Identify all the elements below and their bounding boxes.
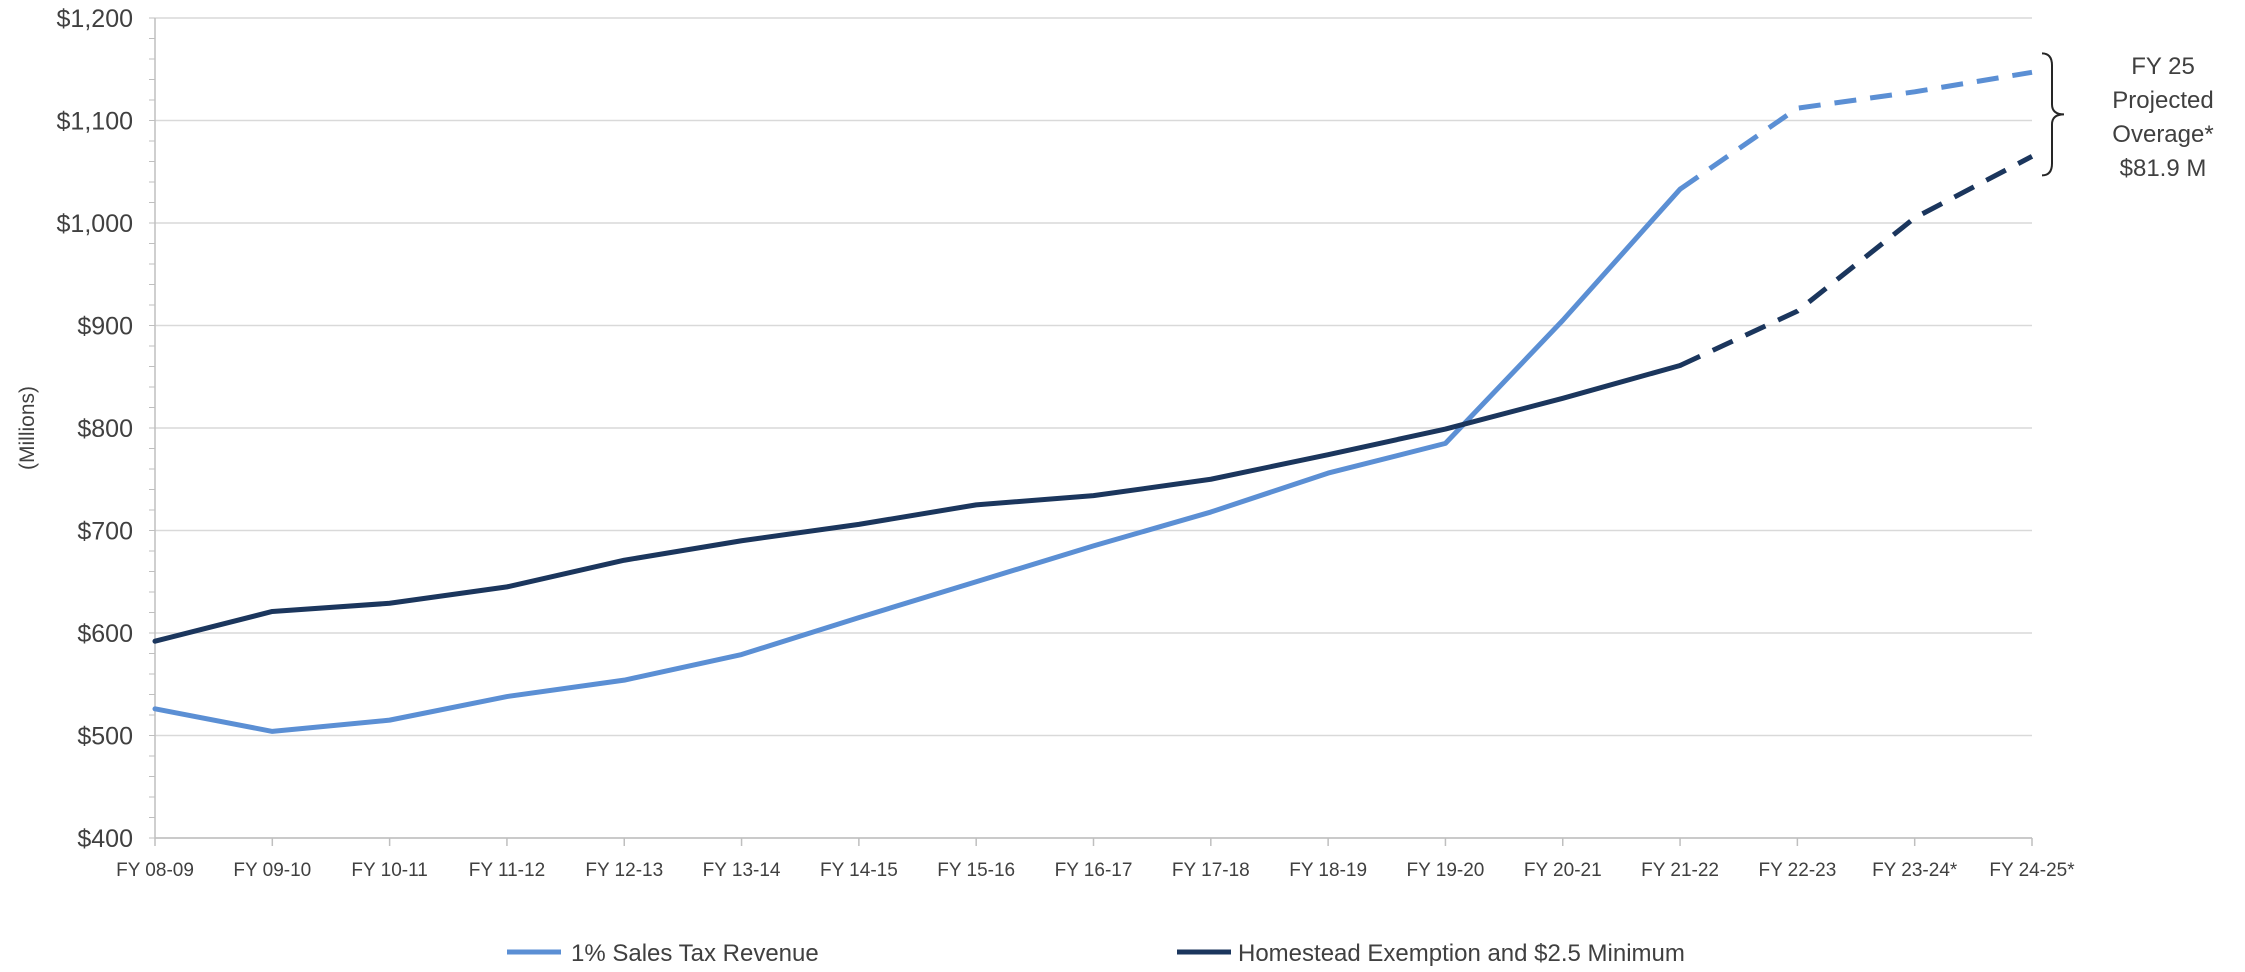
annotation-line: FY 25 xyxy=(2131,53,2195,80)
y-tick-label: $900 xyxy=(77,313,133,341)
x-tick-label: FY 20-21 xyxy=(1524,860,1602,881)
series-lines xyxy=(152,69,2034,734)
y-tick-label: $1,000 xyxy=(57,210,133,238)
x-tick-label: FY 10-11 xyxy=(351,860,427,881)
x-tick-label: FY 22-23 xyxy=(1758,860,1836,881)
y-axis-title: (Millions) xyxy=(16,386,39,470)
axes: $400 $500 $600 $700 $800 $900 $1,000 $1,100 $1,2… xyxy=(16,5,2075,881)
brace-bracket xyxy=(2041,52,2065,177)
y-tick-label: $500 xyxy=(77,723,133,751)
series-line-projected xyxy=(1678,69,2033,192)
y-tick-label: $1,100 xyxy=(57,108,133,136)
x-tick-label: FY 12-13 xyxy=(585,860,663,881)
x-tick-label: FY 19-20 xyxy=(1407,860,1485,881)
legend-label: Homestead Exemption and $2.5 Minimum xyxy=(1238,940,1685,967)
x-tick-label: FY 09-10 xyxy=(233,860,311,881)
x-tick-label: FY 18-19 xyxy=(1289,860,1367,881)
legend-label: 1% Sales Tax Revenue xyxy=(571,940,819,967)
annotation: FY 25 Projected Overage* $81.9 M xyxy=(2041,52,2214,182)
series-line-actual xyxy=(152,362,1683,644)
y-tick-label: $800 xyxy=(77,415,133,443)
y-tick-label: $700 xyxy=(77,518,133,546)
x-tick-label: FY 17-18 xyxy=(1172,860,1250,881)
x-tick-label: FY 24-25* xyxy=(1989,860,2075,881)
x-tick-label: FY 16-17 xyxy=(1055,860,1133,881)
annotation-line: $81.9 M xyxy=(2120,155,2207,182)
annotation-line: Projected xyxy=(2112,87,2213,114)
series-line-actual xyxy=(152,186,1683,734)
x-tick-label: FY 08-09 xyxy=(116,860,194,881)
x-tick-label: FY 11-12 xyxy=(469,860,545,881)
y-tick-label: $600 xyxy=(77,620,133,648)
series-line-projected xyxy=(1679,154,2034,368)
y-tick-label: $1,200 xyxy=(57,5,133,33)
x-tick-label: FY 14-15 xyxy=(820,860,898,881)
annotation-line: Overage* xyxy=(2112,121,2213,148)
x-tick-label: FY 15-16 xyxy=(937,860,1015,881)
x-tick-label: FY 13-14 xyxy=(703,860,781,881)
legend: 1% Sales Tax Revenue Homestead Exemption … xyxy=(507,940,1685,967)
x-tick-label: FY 23-24* xyxy=(1872,860,1958,881)
x-tick-label: FY 21-22 xyxy=(1641,860,1719,881)
gridlines xyxy=(155,17,2032,839)
y-tick-label: $400 xyxy=(77,825,133,853)
